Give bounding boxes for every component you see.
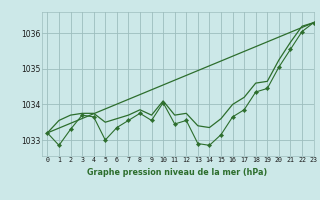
X-axis label: Graphe pression niveau de la mer (hPa): Graphe pression niveau de la mer (hPa) [87, 168, 268, 177]
